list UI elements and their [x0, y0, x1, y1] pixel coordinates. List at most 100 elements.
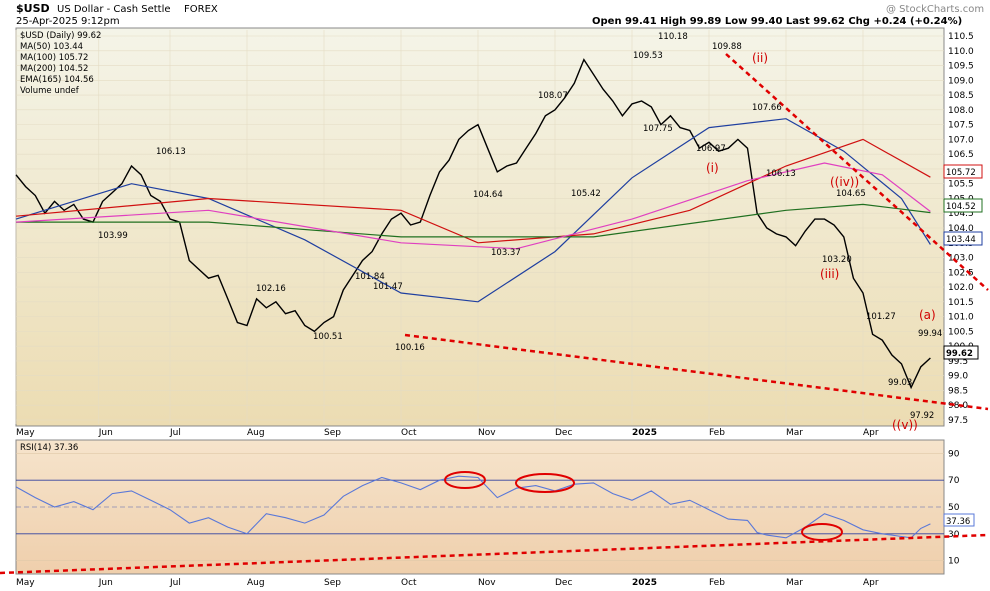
price-y-axis: 97.598.098.599.099.5100.0100.5101.0101.5… — [948, 32, 974, 426]
y-tick-label: 104.0 — [948, 224, 974, 234]
series-line-ma-100- — [15, 138, 931, 244]
y-tick-label: 109.5 — [948, 62, 974, 72]
downtrend-line — [725, 53, 989, 291]
x-tick-label: Aug — [247, 578, 265, 588]
y-tick-label: 99.5 — [948, 357, 968, 367]
oversold-ellipse — [801, 523, 843, 541]
y-tick-label: 109.0 — [948, 76, 974, 86]
y-tick-label: 98.0 — [948, 401, 968, 411]
price-label: 101.84 — [355, 272, 385, 282]
chart-date: 25-Apr-2025 9:12pm — [16, 16, 120, 27]
price-label: 102.16 — [256, 284, 286, 294]
price-label: 100.51 — [313, 332, 343, 342]
rsi-y-tick-label: 30 — [948, 530, 960, 540]
x-tick-label: Dec — [555, 578, 572, 588]
chart-exchange: FOREX — [184, 4, 218, 15]
wave-label: ((iv)) — [830, 175, 859, 189]
y-tick-label: 107.0 — [948, 135, 974, 145]
price-label: 103.20 — [822, 255, 852, 265]
rsi-series-group — [15, 475, 931, 539]
x-tick-label: Dec — [555, 428, 572, 438]
y-tick-label: 107.5 — [948, 121, 974, 131]
rsi-value-box: 37.36 — [946, 517, 970, 527]
y-tick-label: 110.5 — [948, 32, 974, 42]
wave-label: (a) — [919, 308, 936, 322]
price-label: 107.75 — [643, 124, 673, 134]
x-tick-label: Apr — [863, 428, 879, 438]
price-x-axis: May Jun Jul Aug Sep Oct Nov Dec 2025 Feb Mar Apr — [16, 428, 879, 438]
price-label: 109.53 — [633, 51, 663, 61]
legend-ma100: MA(100) 105.72 — [20, 53, 88, 63]
price-label: 106.13 — [156, 147, 186, 157]
y-tick-label: 102.5 — [948, 268, 974, 278]
price-label: 110.18 — [658, 32, 688, 42]
y-tick-label: 102.0 — [948, 283, 974, 293]
x-tick-label: 2025 — [632, 428, 657, 438]
wave-label: (ii) — [752, 51, 768, 65]
value-boxes: 105.72 104.52 103.44 99.62 — [943, 164, 983, 360]
rsi-highlights — [444, 471, 843, 541]
x-tick-label: Apr — [863, 578, 879, 588]
legend-ma50: MA(50) 103.44 — [20, 42, 83, 52]
x-tick-label: Sep — [324, 428, 341, 438]
rsi-y-tick-label: 90 — [948, 449, 960, 459]
x-tick-label: Feb — [709, 428, 725, 438]
price-label: 103.99 — [98, 231, 128, 241]
x-tick-label: May — [16, 428, 35, 438]
watermark: @ StockCharts.com — [886, 4, 984, 15]
y-tick-label: 110.0 — [948, 47, 974, 57]
price-label: 106.97 — [696, 144, 726, 154]
y-tick-label: 100.5 — [948, 327, 974, 337]
y-tick-label: 97.5 — [948, 416, 968, 426]
x-tick-label: Aug — [247, 428, 265, 438]
series-line--usd — [15, 58, 931, 390]
price-label: 101.47 — [373, 282, 403, 292]
price-label: 99.03 — [888, 378, 912, 388]
price-label: 108.07 — [538, 91, 568, 101]
legend-ma200: MA(200) 104.52 — [20, 64, 88, 74]
x-tick-label: Nov — [478, 428, 496, 438]
series-line-ma-200- — [16, 203, 931, 238]
wave-label: ((v)) — [892, 418, 918, 432]
price-label: 100.16 — [395, 343, 425, 353]
ma100-value-box: 105.72 — [946, 168, 976, 178]
x-tick-label: Jul — [169, 428, 181, 438]
y-tick-label: 101.5 — [948, 298, 974, 308]
price-label: 107.66 — [752, 103, 782, 113]
price-label: 104.64 — [473, 190, 503, 200]
legend-volume: Volume undef — [20, 86, 80, 96]
rsi-y-tick-label: 10 — [948, 557, 960, 567]
wave-labels: (ii) (i) ((iv)) (iii) (a) ((v)) — [706, 51, 936, 432]
x-tick-label: Mar — [786, 428, 803, 438]
wave-label: (i) — [706, 161, 719, 175]
y-tick-label: 99.0 — [948, 372, 968, 382]
rsi-x-axis: May Jun Jul Aug Sep Oct Nov Dec 2025 Feb Mar Apr — [16, 578, 879, 588]
price-label: 105.42 — [571, 189, 601, 199]
ma200-value-box: 104.52 — [946, 202, 976, 212]
price-label: 106.13 — [766, 169, 796, 179]
y-tick-label: 98.5 — [948, 386, 968, 396]
ma50-value-box: 103.44 — [946, 235, 976, 245]
y-tick-label: 106.5 — [948, 150, 974, 160]
price-label: 103.37 — [491, 248, 521, 258]
support-line — [404, 333, 989, 411]
x-tick-label: Jun — [98, 428, 113, 438]
y-tick-label: 103.0 — [948, 254, 974, 264]
chart-symbol: $USD — [16, 2, 50, 15]
rsi-y-axis: 10 30 50 70 90 — [948, 449, 960, 566]
x-tick-label: Oct — [401, 578, 417, 588]
wave-label: (iii) — [820, 267, 839, 281]
price-panel — [15, 27, 945, 427]
x-tick-label: Jun — [98, 578, 113, 588]
rsi-y-tick-label: 50 — [948, 503, 960, 513]
x-tick-label: Sep — [324, 578, 341, 588]
rsi-series-line — [15, 475, 931, 539]
x-tick-label: 2025 — [632, 578, 657, 588]
legend-price: $USD (Daily) 99.62 — [20, 31, 101, 41]
y-tick-label: 108.5 — [948, 91, 974, 101]
y-tick-label: 101.0 — [948, 313, 974, 323]
quote-summary: Open 99.41 High 99.89 Low 99.40 Last 99.… — [592, 16, 962, 27]
rsi-support-line — [0, 533, 989, 575]
overbought-ellipse — [444, 471, 486, 489]
